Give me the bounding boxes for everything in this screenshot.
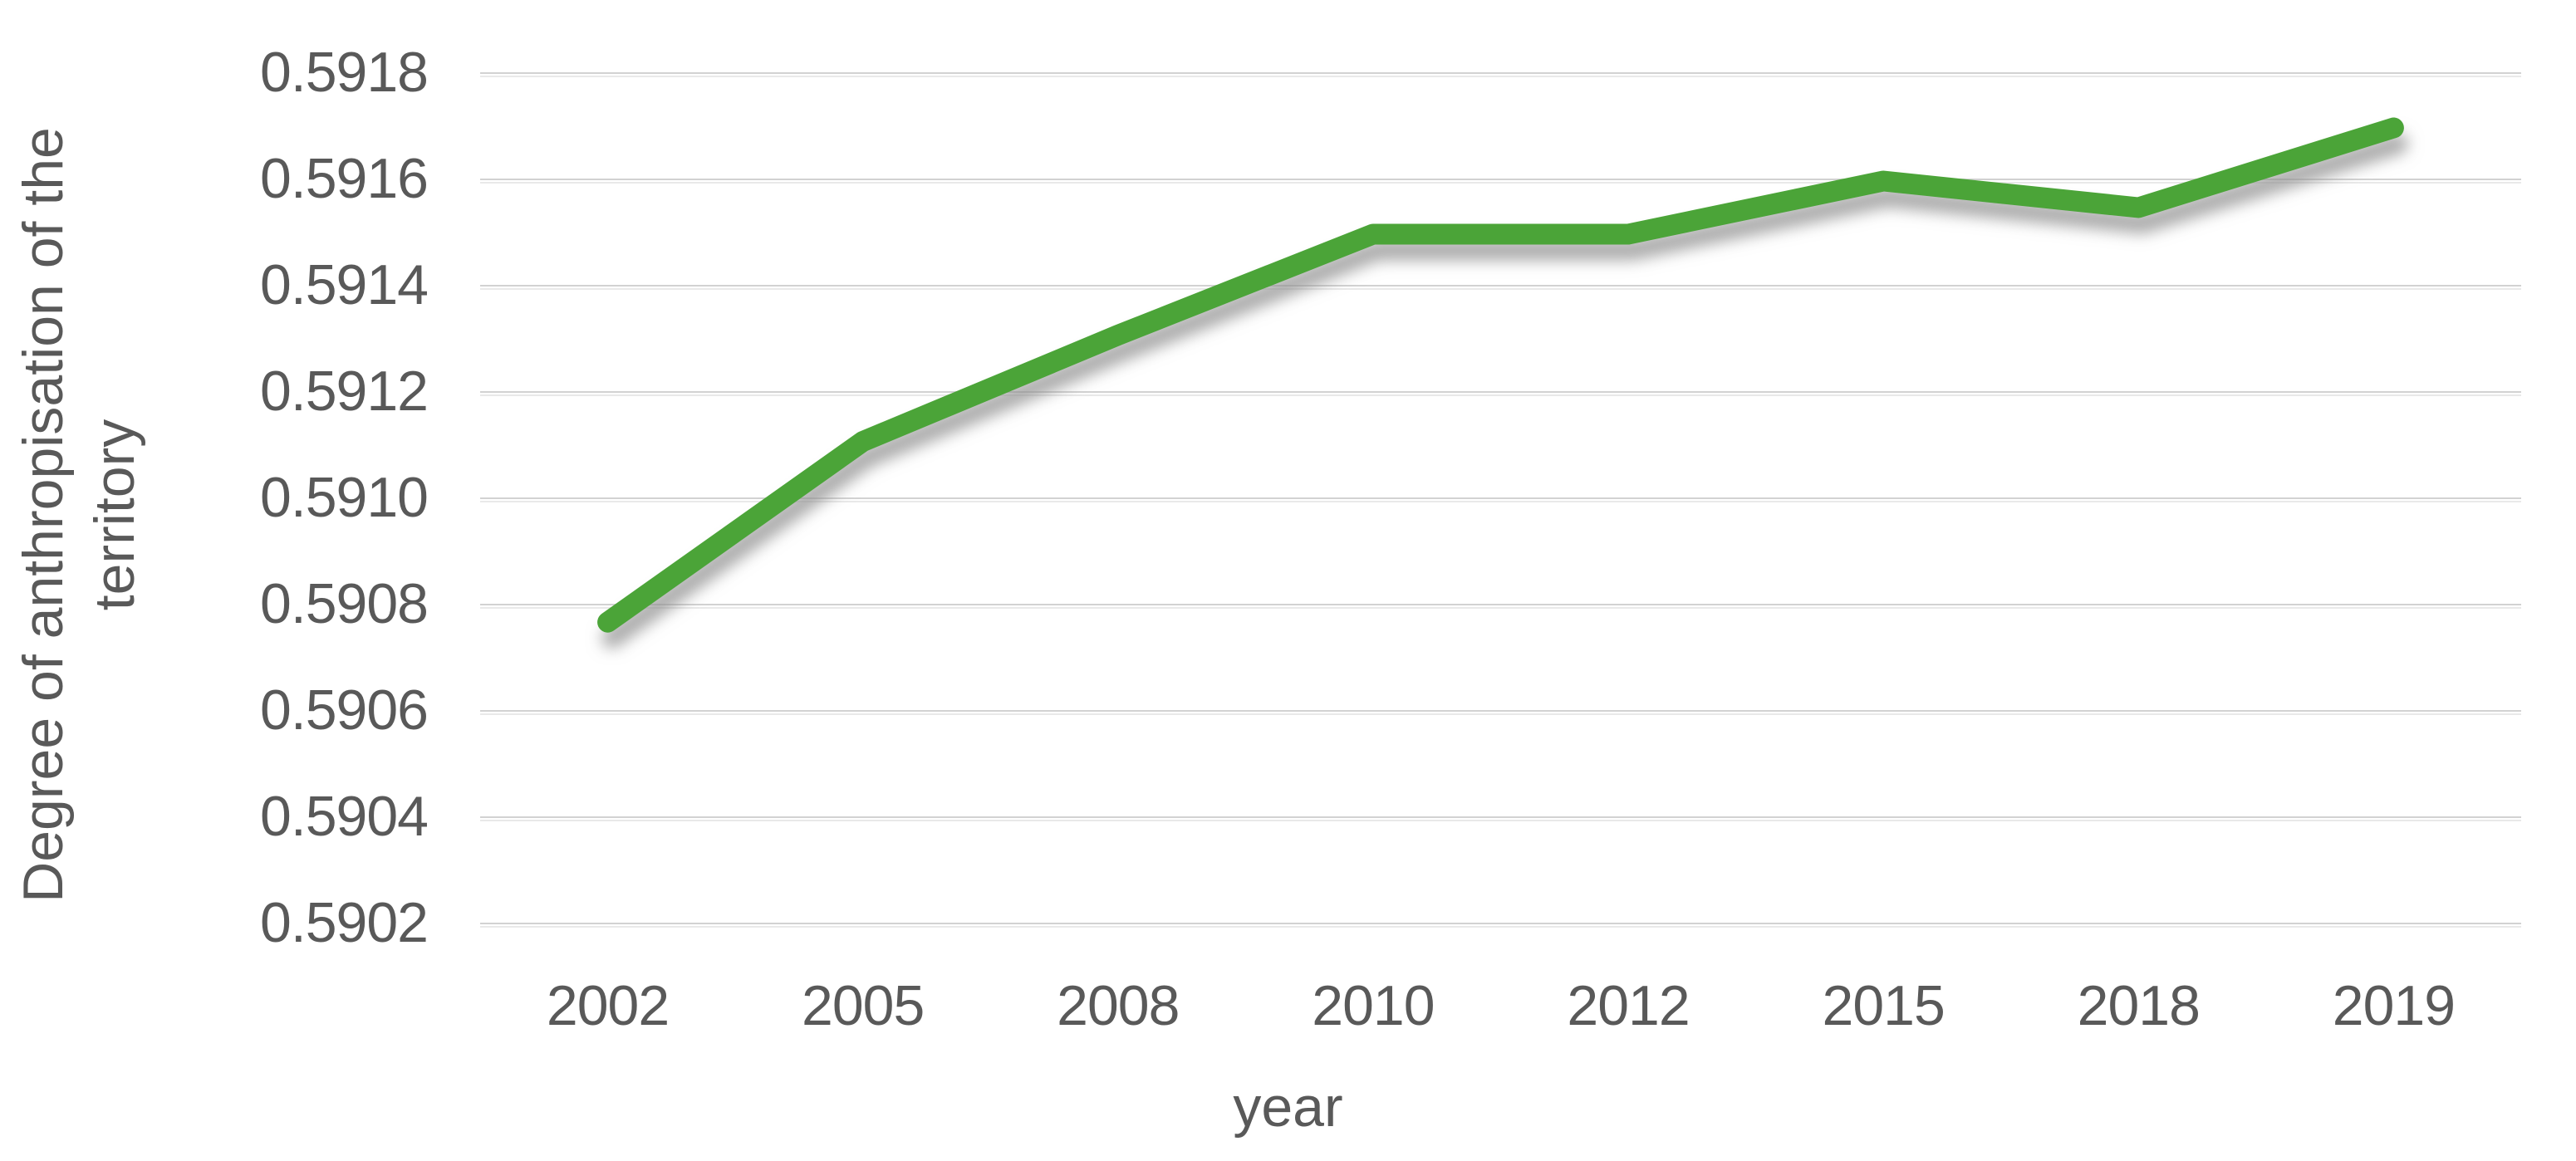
gridline [480, 923, 2521, 928]
x-tick-label: 2018 [2077, 974, 2201, 1037]
y-tick-label: 0.5912 [260, 359, 429, 423]
gridline [480, 179, 2521, 184]
x-tick-label: 2012 [1567, 974, 1690, 1037]
y-tick-label: 0.5908 [260, 571, 429, 635]
x-tick-label: 2015 [1822, 974, 1945, 1037]
x-tick-label: 2005 [802, 974, 925, 1037]
gridline [480, 391, 2521, 396]
x-axis-title: year [1233, 1075, 1343, 1139]
x-tick-label: 2002 [546, 974, 670, 1037]
y-tick-label: 0.5904 [260, 784, 429, 848]
y-tick-label: 0.5918 [260, 40, 429, 104]
y-axis-title-line1: Degree of anthropisation of the [12, 127, 75, 903]
x-tick-label: 2019 [2332, 974, 2456, 1037]
x-tick-label: 2008 [1057, 974, 1180, 1037]
y-tick-label: 0.5902 [260, 890, 429, 954]
gridline [480, 72, 2521, 77]
gridline [480, 604, 2521, 609]
x-tick-label: 2010 [1312, 974, 1435, 1037]
y-tick-label: 0.5914 [260, 252, 429, 316]
data-line-series [597, 117, 2404, 633]
gridline [480, 816, 2521, 821]
y-tick-label: 0.5910 [260, 465, 429, 529]
gridline [480, 710, 2521, 715]
gridline [480, 285, 2521, 290]
y-axis-title-line2: territory [83, 419, 146, 611]
gridline [480, 497, 2521, 502]
y-tick-label: 0.5916 [260, 146, 429, 210]
y-tick-label: 0.5906 [260, 678, 429, 742]
y-axis-title: Degree of anthropisation of the territor… [2, 0, 155, 1055]
